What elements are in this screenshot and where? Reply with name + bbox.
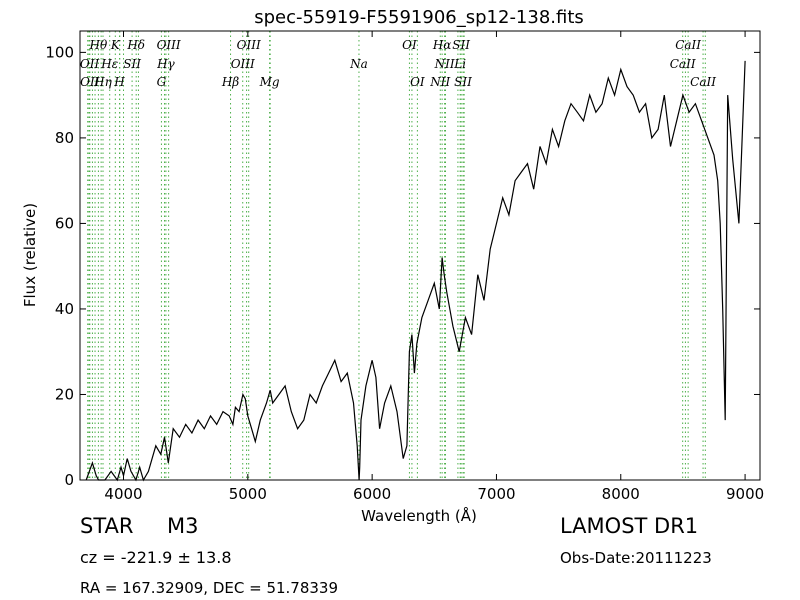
- spectral-line-label: Hθ: [89, 38, 108, 52]
- axis-ticks: 4000 5000 6000 7000 8000 9000 0 20 40 60 80 100: [45, 31, 764, 503]
- y-tick-label: 40: [55, 300, 74, 318]
- spectral-line-markers: [87, 31, 706, 480]
- spectral-line-label: OIII: [157, 38, 181, 52]
- coordinates: RA = 167.32909, DEC = 51.78339: [80, 579, 339, 597]
- x-tick-label: 5000: [229, 485, 267, 503]
- redshift-value: cz = -221.9 ± 13.8: [80, 548, 232, 567]
- y-tick-label: 100: [45, 43, 74, 61]
- spectral-line-label: Hε: [100, 57, 118, 71]
- y-axis-label: Flux (relative): [21, 203, 39, 307]
- spectral-line-label: Hα: [432, 38, 452, 52]
- spectral-line-label: Hβ: [221, 75, 239, 89]
- spectral-line-label: OII: [80, 57, 100, 71]
- spectral-line-label: Hγ: [156, 57, 175, 71]
- spectral-line-label: Hη: [93, 75, 112, 89]
- spectral-line-label: Li: [453, 57, 466, 71]
- spectral-line-label: NII: [434, 57, 455, 71]
- spectral-line-label: CaII: [670, 57, 696, 71]
- y-tick-label: 20: [55, 385, 74, 403]
- object-subclass: M3: [167, 514, 199, 538]
- spectral-line-label: OI: [410, 75, 425, 89]
- x-tick-label: 6000: [353, 485, 391, 503]
- x-tick-label: 4000: [104, 485, 142, 503]
- spectral-line-label: H: [113, 75, 125, 89]
- x-tick-label: 7000: [477, 485, 515, 503]
- observation-date: Obs-Date:20111223: [560, 549, 712, 567]
- x-tick-label: 8000: [602, 485, 640, 503]
- spectral-line-label: NII: [429, 75, 450, 89]
- x-axis-label: Wavelength (Å): [361, 506, 477, 525]
- plot-frame: [79, 30, 761, 481]
- spectral-line-label: CaII: [690, 75, 716, 89]
- spectral-line-label: G: [157, 75, 167, 89]
- spectral-line-label: Mg: [259, 75, 280, 89]
- chart-title: spec-55919-F5591906_sp12-138.fits: [254, 7, 584, 28]
- spectrum-line: [85, 60, 746, 482]
- spectral-line-label: CaII: [675, 38, 701, 52]
- spectrum-series: [85, 60, 746, 482]
- y-tick-label: 80: [55, 129, 74, 147]
- spectral-line-label: Hδ: [126, 38, 145, 52]
- spectral-line-label: SII: [452, 38, 470, 52]
- y-tick-label: 0: [64, 471, 74, 489]
- y-tick-label: 60: [55, 214, 74, 232]
- spectral-line-label: OIII: [231, 57, 255, 71]
- object-class: STAR: [80, 514, 134, 538]
- spectral-line-label: OII: [80, 75, 100, 89]
- spectral-line-label: SII: [123, 57, 141, 71]
- spectral-line-label: OIII: [237, 38, 261, 52]
- spectral-line-label: SII: [454, 75, 472, 89]
- spectral-line-label: K: [110, 38, 121, 52]
- survey-name: LAMOST DR1: [560, 514, 699, 538]
- spectral-line-label: Na: [349, 57, 368, 71]
- x-tick-label: 9000: [726, 485, 764, 503]
- spectral-line-label: OI: [402, 38, 417, 52]
